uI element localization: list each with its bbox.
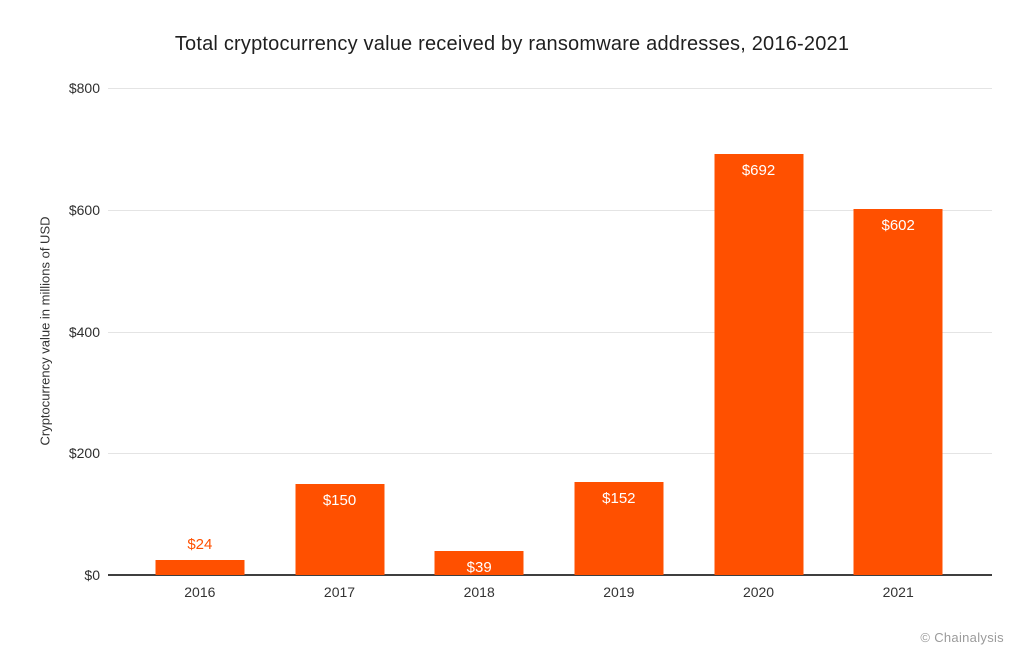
plot-area: $24 2016 $150 2017 $39 2018 $152 2019 $692 2020 $6…	[108, 88, 992, 600]
y-tick-label-0: $0	[84, 567, 100, 583]
bar-2016: $24	[155, 536, 245, 575]
x-axis-baseline	[108, 574, 992, 576]
gridline-600	[108, 209, 992, 211]
x-axis-label-2021: 2021	[882, 584, 914, 600]
bars-area: $24 2016 $150 2017 $39 2018 $152 2019 $692 2020 $6…	[130, 88, 968, 600]
x-axis-label-2017: 2017	[323, 584, 356, 600]
x-axis-label-2018: 2018	[463, 584, 495, 600]
bar-2019: $152	[574, 482, 664, 575]
bar-2020: $692	[714, 153, 804, 575]
bar-group-2018: $39 2018	[409, 88, 549, 600]
y-tick-label-800: $800	[68, 80, 100, 96]
bar-value-label-2017: $150	[322, 491, 357, 509]
bar-group-2016: $24 2016	[130, 88, 270, 600]
bar-group-2021: $602 2021	[828, 88, 968, 600]
gridline-400	[108, 331, 992, 333]
gridline-200	[108, 453, 992, 455]
bar-value-label-2021: $602	[881, 216, 915, 234]
y-tick-label-400: $400	[68, 323, 100, 340]
y-tick-label-600: $600	[68, 201, 100, 218]
bar-value-label-2020: $692	[741, 161, 776, 179]
x-axis-label-2016: 2016	[184, 584, 216, 600]
bar-group-2020: $692 2020	[689, 88, 829, 600]
x-axis-label-2019: 2019	[603, 584, 635, 600]
bar-2017: $150	[295, 483, 384, 575]
chainalysis-credit: © Chainalysis	[920, 630, 1004, 645]
x-axis-label-2020: 2020	[742, 584, 775, 600]
bar-group-2017: $150 2017	[270, 88, 410, 600]
chart-title: Total cryptocurrency value received by r…	[174, 33, 850, 55]
bar-value-label-2016: $24	[187, 536, 213, 554]
bar-group-2019: $152 2019	[549, 88, 689, 600]
bar-value-label-2018: $39	[466, 559, 492, 577]
gridline-800	[108, 88, 992, 89]
y-tick-label-200: $200	[68, 445, 100, 462]
bar-value-label-2019: $152	[602, 490, 636, 508]
bar-2018: $39	[434, 551, 524, 577]
bar-2021: $602	[853, 208, 943, 575]
y-axis-tick-labels: $0 $200 $400 $600 $800	[28, 80, 100, 583]
